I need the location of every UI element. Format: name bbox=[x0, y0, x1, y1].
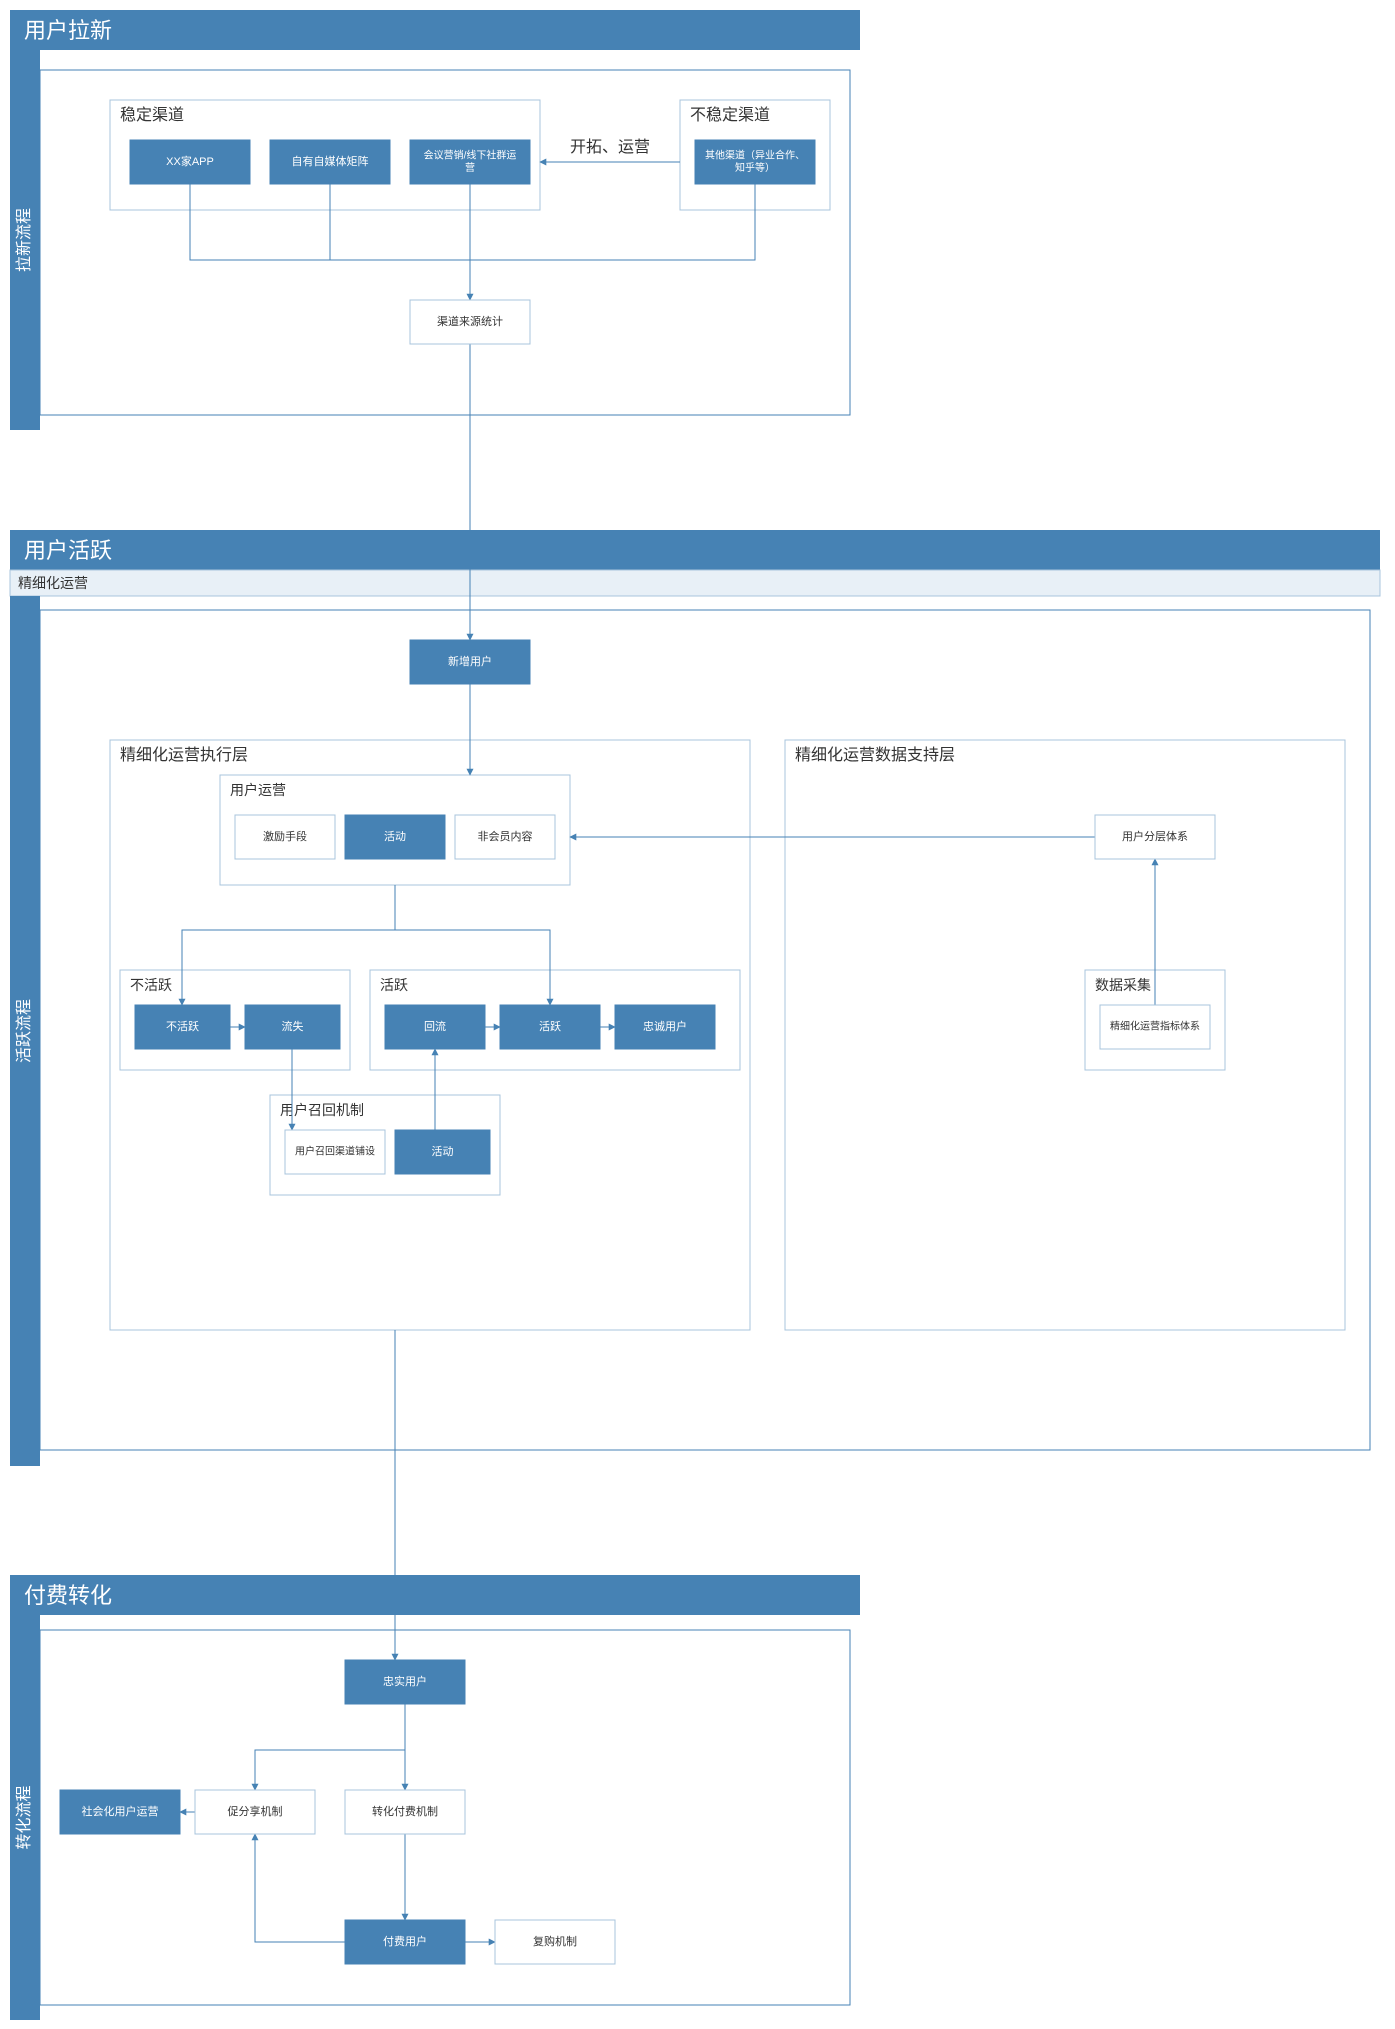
flow-node-label: 用户召回渠道铺设 bbox=[295, 1145, 375, 1158]
group-title: 不活跃 bbox=[130, 977, 172, 993]
group-title: 稳定渠道 bbox=[120, 106, 184, 124]
flowchart-canvas: 用户拉新拉新流程用户活跃精细化运营活跃流程付费转化转化流程 稳定渠道 不稳定渠道精细… bbox=[0, 0, 1395, 2029]
section-header bbox=[10, 10, 860, 50]
section-header bbox=[10, 530, 1380, 570]
sidebar-label: 拉新流程 bbox=[15, 208, 33, 272]
flow-node-label: 知乎等） bbox=[735, 161, 775, 174]
sidebar-label: 转化流程 bbox=[15, 1785, 33, 1849]
flow-node-label: 渠道来源统计 bbox=[437, 314, 503, 328]
group-frame bbox=[785, 740, 1345, 1330]
section-header bbox=[10, 1575, 860, 1615]
flow-node-label: 活跃 bbox=[539, 1019, 561, 1033]
flow-node-label: 激励手段 bbox=[263, 829, 307, 843]
group-title: 活跃 bbox=[380, 977, 408, 993]
flow-node-label: 会议营销/线下社群运 bbox=[424, 148, 517, 161]
flow-node-label: XX家APP bbox=[166, 154, 214, 168]
flow-node-label: 活动 bbox=[384, 830, 406, 843]
flow-node-label: 营 bbox=[465, 161, 475, 174]
group-title: 用户召回机制 bbox=[280, 1102, 364, 1118]
group-title: 不稳定渠道 bbox=[690, 106, 770, 124]
flow-node-label: 转化付费机制 bbox=[372, 1804, 438, 1818]
flow-node-label: 促分享机制 bbox=[228, 1804, 283, 1818]
group-title: 用户运营 bbox=[230, 782, 286, 798]
flow-edge bbox=[255, 1834, 345, 1942]
flow-node-label: 自有自媒体矩阵 bbox=[292, 154, 369, 168]
flow-node-label: 社会化用户运营 bbox=[82, 1804, 159, 1818]
flow-node-label: 忠实用户 bbox=[383, 1674, 427, 1688]
section-title: 付费转化 bbox=[24, 1583, 112, 1608]
flow-node-label: 不活跃 bbox=[166, 1019, 199, 1033]
sub-banner bbox=[10, 570, 1380, 596]
flow-node-label: 新增用户 bbox=[448, 654, 492, 668]
flow-edge bbox=[182, 885, 395, 1005]
flow-node-label: 其他渠道（异业合作、 bbox=[705, 148, 805, 161]
flow-edge bbox=[255, 1704, 405, 1790]
flow-edge bbox=[470, 184, 755, 260]
group-title: 精细化运营执行层 bbox=[120, 746, 248, 764]
flow-node-label: 流失 bbox=[282, 1019, 304, 1033]
flow-node-label: 活动 bbox=[432, 1145, 454, 1158]
section-title: 用户活跃 bbox=[24, 538, 112, 563]
flow-node-label: 用户分层体系 bbox=[1122, 829, 1188, 843]
section-title: 用户拉新 bbox=[24, 18, 112, 43]
flow-node-label: 付费用户 bbox=[383, 1934, 427, 1948]
flow-node-label: 忠诚用户 bbox=[643, 1019, 687, 1033]
sidebar-label: 活跃流程 bbox=[15, 999, 33, 1063]
flow-node-label: 非会员内容 bbox=[478, 829, 533, 843]
flow-node-label: 复购机制 bbox=[533, 1934, 577, 1948]
group-title: 数据采集 bbox=[1095, 977, 1151, 993]
flow-node-label: 回流 bbox=[424, 1019, 446, 1033]
flow-node-label: 精细化运营指标体系 bbox=[1110, 1020, 1200, 1033]
sub-banner-label: 精细化运营 bbox=[18, 575, 88, 591]
edge-label: 开拓、运营 bbox=[570, 138, 650, 156]
flow-edge bbox=[395, 885, 550, 1005]
group-title: 精细化运营数据支持层 bbox=[795, 746, 955, 764]
